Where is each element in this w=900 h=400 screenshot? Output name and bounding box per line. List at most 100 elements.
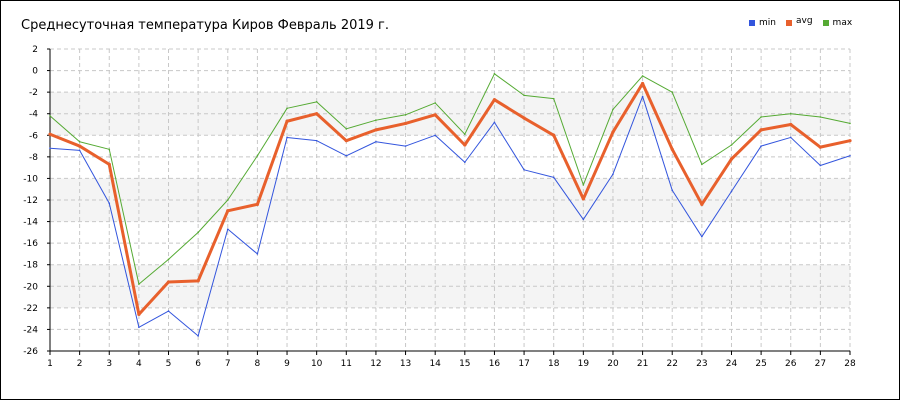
data-point-min <box>612 173 614 175</box>
x-tick-label: 6 <box>195 359 201 369</box>
data-point-min <box>49 147 51 150</box>
data-point-min <box>286 136 288 139</box>
data-point-min <box>404 145 407 147</box>
y-tick-label: -14 <box>23 218 38 228</box>
data-point-max <box>226 199 229 201</box>
data-point-avg <box>226 209 230 213</box>
legend-label: max <box>832 18 853 28</box>
data-point-max <box>49 115 51 117</box>
data-point-avg <box>670 147 674 151</box>
y-tick-label: -20 <box>23 282 38 292</box>
data-point-min <box>108 202 111 205</box>
data-point-min <box>315 139 318 142</box>
data-point-avg <box>433 113 437 117</box>
legend-swatch <box>785 20 792 26</box>
series-line-max <box>49 73 851 285</box>
data-point-min <box>375 140 377 143</box>
y-tick-label: -2 <box>29 88 38 98</box>
data-point-avg <box>107 162 111 167</box>
data-point-avg <box>255 202 260 206</box>
legend-label: min <box>759 18 776 28</box>
data-point-min <box>345 154 348 157</box>
data-point-avg <box>581 197 585 201</box>
data-point-min <box>464 161 466 164</box>
x-tick-label: 5 <box>166 359 172 369</box>
x-tick-label: 19 <box>578 359 590 369</box>
x-tick-label: 4 <box>136 359 142 369</box>
y-tick-label: -24 <box>23 325 38 335</box>
data-point-avg <box>48 132 52 136</box>
data-point-avg <box>552 133 556 137</box>
data-point-avg <box>78 144 82 148</box>
y-tick-label: 0 <box>32 67 38 77</box>
data-point-avg <box>196 279 200 283</box>
legend-item-max: max <box>822 18 853 28</box>
data-point-max <box>582 184 585 186</box>
data-point-max <box>108 148 111 151</box>
data-point-min <box>730 190 733 193</box>
x-tick-label: 11 <box>341 359 352 369</box>
data-point-min <box>138 326 140 329</box>
series-line-min <box>49 95 851 337</box>
data-point-max <box>404 113 407 116</box>
y-tick-label: -6 <box>29 131 38 141</box>
data-point-avg <box>374 128 378 132</box>
data-point-max <box>197 231 199 234</box>
data-point-max <box>641 75 644 77</box>
data-point-max <box>315 101 318 103</box>
x-tick-label: 17 <box>518 359 529 369</box>
data-point-avg <box>818 145 822 149</box>
legend-item-avg: avg <box>785 16 813 28</box>
x-tick-label: 13 <box>400 359 411 369</box>
legend-swatch <box>749 20 755 26</box>
x-tick-label: 14 <box>429 359 441 369</box>
x-tick-label: 18 <box>548 359 560 369</box>
data-point-max <box>552 97 555 100</box>
series-line-avg <box>49 82 851 316</box>
x-tick-label: 3 <box>106 359 112 369</box>
x-tick-label: 23 <box>696 359 707 369</box>
chart-title: Среднесуточная температура Киров Февраль… <box>21 18 390 33</box>
x-tick-label: 2 <box>77 359 83 369</box>
data-point-max <box>375 119 377 121</box>
x-tick-label: 27 <box>815 359 826 369</box>
data-point-avg <box>315 112 319 116</box>
data-point-max <box>138 283 140 285</box>
x-tick-label: 21 <box>637 359 648 369</box>
y-tick-label: -26 <box>23 347 38 357</box>
data-point-avg <box>166 280 171 284</box>
data-point-max <box>286 107 288 110</box>
data-point-avg <box>700 202 704 206</box>
x-tick-label: 20 <box>607 359 619 369</box>
data-point-min <box>78 149 81 152</box>
data-point-avg <box>403 121 408 126</box>
data-point-min <box>226 228 229 230</box>
data-point-min <box>523 169 525 171</box>
x-tick-label: 16 <box>489 359 501 369</box>
data-point-max <box>434 102 436 104</box>
x-tick-label: 25 <box>755 359 766 369</box>
data-point-max <box>760 116 762 118</box>
data-point-min <box>849 154 851 157</box>
y-tick-label: -8 <box>29 153 38 163</box>
data-point-min <box>701 235 703 238</box>
data-point-avg <box>611 130 615 134</box>
data-point-max <box>493 73 496 75</box>
data-point-avg <box>137 312 141 316</box>
data-point-min <box>641 95 644 98</box>
data-point-avg <box>344 139 348 143</box>
x-tick-label: 7 <box>225 359 231 369</box>
x-tick-label: 10 <box>311 359 323 369</box>
legend-item-min: min <box>749 18 776 28</box>
data-point-min <box>760 145 762 147</box>
y-tick-label: -4 <box>29 110 38 120</box>
data-point-max <box>849 122 851 125</box>
data-point-max <box>78 140 81 143</box>
data-point-max <box>523 94 525 97</box>
data-point-min <box>493 121 496 124</box>
data-point-max <box>819 116 822 118</box>
data-point-max <box>345 128 348 130</box>
data-point-avg <box>848 139 852 143</box>
legend-label: avg <box>795 16 813 26</box>
